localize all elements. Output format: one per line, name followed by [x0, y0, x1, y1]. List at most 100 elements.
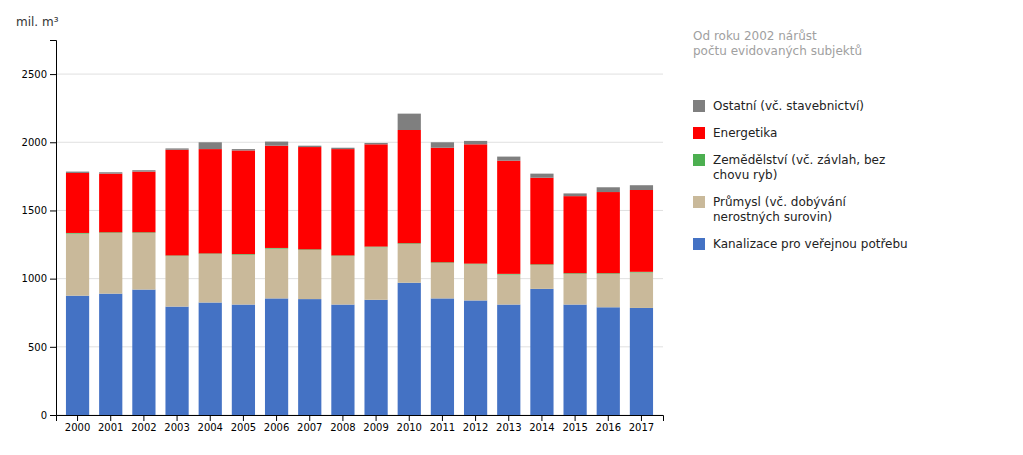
x-tick: 2012: [463, 415, 488, 433]
x-axis-line: [57, 416, 664, 422]
bar-segment: [132, 290, 155, 415]
x-tick-label: 2014: [529, 422, 554, 433]
y-tick-label: 1500: [22, 205, 47, 216]
x-tick-mark: [210, 415, 211, 421]
x-tick-mark: [177, 415, 178, 421]
legend-item: Energetika: [693, 126, 777, 140]
legend-label: Kanalizace pro veřejnou potřebu: [713, 237, 908, 251]
bar-segment: [464, 300, 487, 415]
y-tick: 0: [41, 410, 56, 421]
bar-segment: [497, 305, 520, 415]
x-tick-mark: [376, 415, 377, 421]
grid: [56, 74, 663, 415]
bar-segment: [199, 254, 222, 302]
bar-segment: [364, 247, 387, 299]
x-tick-label: 2003: [164, 422, 189, 433]
bar-segment: [265, 142, 288, 146]
bar-segment: [232, 149, 255, 150]
bar-segment: [530, 174, 553, 178]
bar-segment: [99, 172, 122, 173]
bar-segment: [364, 300, 387, 415]
y-axis-line: [50, 41, 57, 416]
bar-segment: [431, 148, 454, 263]
bar-segment: [630, 190, 653, 272]
bar-segment: [165, 150, 188, 256]
bar-segment: [431, 142, 454, 147]
bar-segment: [331, 149, 354, 255]
x-tick: 2000: [65, 415, 90, 433]
x-tick-mark: [309, 415, 310, 421]
x-tick-label: 2000: [65, 422, 90, 433]
bar-segment: [265, 298, 288, 415]
y-tick-label: 2500: [22, 69, 47, 80]
bar-segment: [630, 308, 653, 415]
x-tick-mark: [541, 415, 542, 421]
legend-item: Kanalizace pro veřejnou potřebu: [693, 237, 908, 251]
x-tick-mark: [608, 415, 609, 421]
x-tick-mark: [342, 415, 343, 421]
legend-item: Ostatní (vč. stavebnictví): [693, 99, 864, 113]
bar-segment: [331, 148, 354, 149]
x-tick: 2017: [629, 415, 654, 433]
legend-swatch: [693, 100, 705, 112]
plot: 2000200120022003200420052006200720082009…: [22, 41, 664, 434]
bar-segment: [66, 173, 89, 233]
bar-segment: [199, 303, 222, 416]
x-tick: 2003: [164, 415, 189, 433]
bar-segment: [66, 296, 89, 415]
bar-segment: [364, 143, 387, 144]
y-tick: 2500: [22, 69, 56, 80]
bar-segment: [165, 307, 188, 415]
y-tick-mark: [50, 347, 56, 348]
legend-swatch: [693, 196, 705, 208]
bar-segment: [563, 193, 586, 196]
bar-segment: [199, 142, 222, 149]
x-tick-label: 2016: [596, 422, 621, 433]
grid-line: [56, 74, 663, 75]
x-tick: 2009: [363, 415, 388, 433]
bar-segment: [464, 264, 487, 300]
legend-label: Ostatní (vč. stavebnictví): [713, 99, 864, 113]
bar-segment: [431, 298, 454, 415]
x-tick-label: 2002: [131, 422, 156, 433]
series-bars: [66, 114, 653, 197]
y-tick: 1500: [22, 205, 56, 216]
x-tick-mark: [276, 415, 277, 421]
y-tick-label: 1000: [22, 273, 47, 284]
bar-segment: [630, 185, 653, 190]
x-tick-mark: [110, 415, 111, 421]
y-tick: 2000: [22, 137, 56, 148]
legend-label: Energetika: [713, 126, 777, 140]
chart: 2000200120022003200420052006200720082009…: [0, 0, 1023, 455]
x-tick-mark: [77, 415, 78, 421]
bar-segment: [232, 305, 255, 415]
bar-segment: [398, 114, 421, 130]
bar-segment: [398, 283, 421, 415]
x-tick-label: 2017: [629, 422, 654, 433]
annotation: Od roku 2002 nárůstpočtu evidovaných sub…: [693, 29, 862, 58]
y-axis-label: mil. m³: [16, 15, 59, 29]
bar-segment: [597, 192, 620, 273]
x-tick-label: 2005: [231, 422, 256, 433]
x-tick-label: 2001: [98, 422, 123, 433]
x-tick-label: 2012: [463, 422, 488, 433]
bar-segment: [530, 178, 553, 265]
x-tick: 2016: [596, 415, 621, 433]
y-tick-mark: [50, 142, 56, 143]
legend-item: Průmysl (vč. dobývánínerostných surovin): [693, 195, 847, 224]
x-axis: 2000200120022003200420052006200720082009…: [57, 415, 664, 433]
x-tick: 2006: [264, 415, 289, 433]
x-tick-label: 2010: [397, 422, 422, 433]
y-tick-mark: [50, 415, 56, 416]
y-tick-label: 2000: [22, 137, 47, 148]
legend-item: Zemědělství (vč. závlah, bezchovu ryb): [693, 153, 885, 182]
x-tick-label: 2009: [363, 422, 388, 433]
bar-segment: [398, 130, 421, 243]
y-tick: 500: [28, 342, 56, 353]
x-tick: 2004: [198, 415, 223, 433]
legend-label: Průmysl (vč. dobývánínerostných surovin): [713, 195, 847, 224]
bar-segment: [464, 144, 487, 263]
bar-segment: [66, 234, 89, 296]
x-tick-label: 2007: [297, 422, 322, 433]
x-tick: 2015: [562, 415, 587, 433]
